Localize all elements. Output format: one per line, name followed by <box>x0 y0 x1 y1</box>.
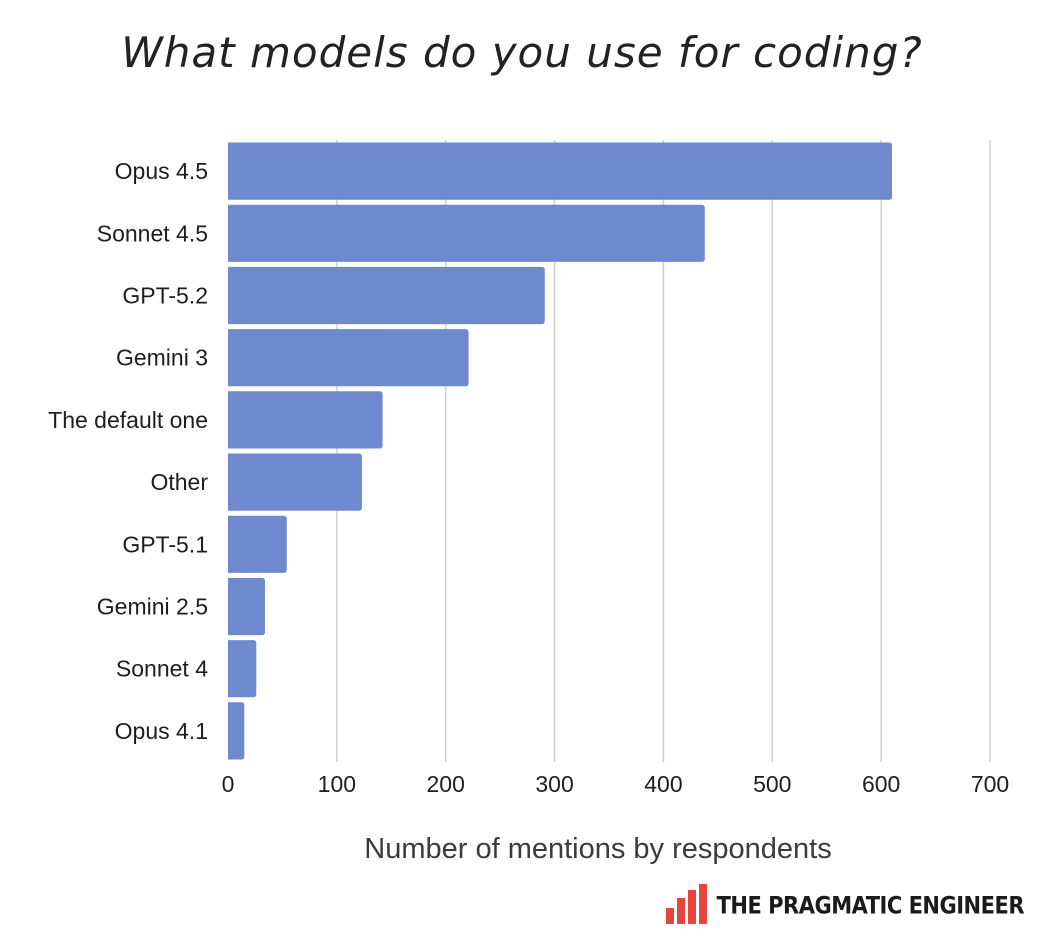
category-labels: Opus 4.5 Sonnet 4.5 GPT-5.2 Gemini 3 The def… <box>48 158 208 744</box>
x-tick-label: 0 <box>222 771 235 797</box>
category-label: Gemini 3 <box>116 345 208 371</box>
bar-chart-logo-icon <box>665 884 707 924</box>
x-tick-label: 300 <box>535 771 573 797</box>
x-tick-label: 700 <box>971 771 1009 797</box>
x-axis-title: Number of mentions by respondents <box>364 833 831 865</box>
chart-title: What models do you use for coding? <box>121 28 923 77</box>
bar <box>228 453 362 511</box>
x-tick-label: 400 <box>644 771 682 797</box>
bar <box>228 266 545 325</box>
bar <box>228 142 893 200</box>
category-label: GPT-5.2 <box>122 283 208 309</box>
x-tick-labels: 0 100 200 300 400 500 600 700 <box>222 771 1010 797</box>
category-label: Other <box>150 469 208 495</box>
x-tick-label: 100 <box>318 771 356 797</box>
x-tick-label: 500 <box>753 771 791 797</box>
bars <box>228 142 893 760</box>
x-tick-label: 200 <box>427 771 465 797</box>
bar <box>228 515 287 573</box>
category-label: Sonnet 4 <box>116 656 208 682</box>
category-label: GPT-5.1 <box>122 531 208 557</box>
bar <box>228 391 383 449</box>
category-label: Gemini 2.5 <box>97 594 208 620</box>
bar <box>228 702 245 760</box>
bar <box>228 640 257 698</box>
brand-logo: THE PRAGMATIC ENGINEER <box>665 884 1025 924</box>
bar <box>228 204 705 262</box>
category-label: Sonnet 4.5 <box>97 220 208 246</box>
category-label: The default one <box>48 407 208 433</box>
category-label: Opus 4.1 <box>115 718 208 744</box>
category-label: Opus 4.5 <box>115 158 208 184</box>
bar <box>228 577 266 636</box>
x-tick-label: 600 <box>862 771 900 797</box>
brand-name: THE PRAGMATIC ENGINEER <box>716 891 1025 920</box>
bar <box>228 329 469 387</box>
